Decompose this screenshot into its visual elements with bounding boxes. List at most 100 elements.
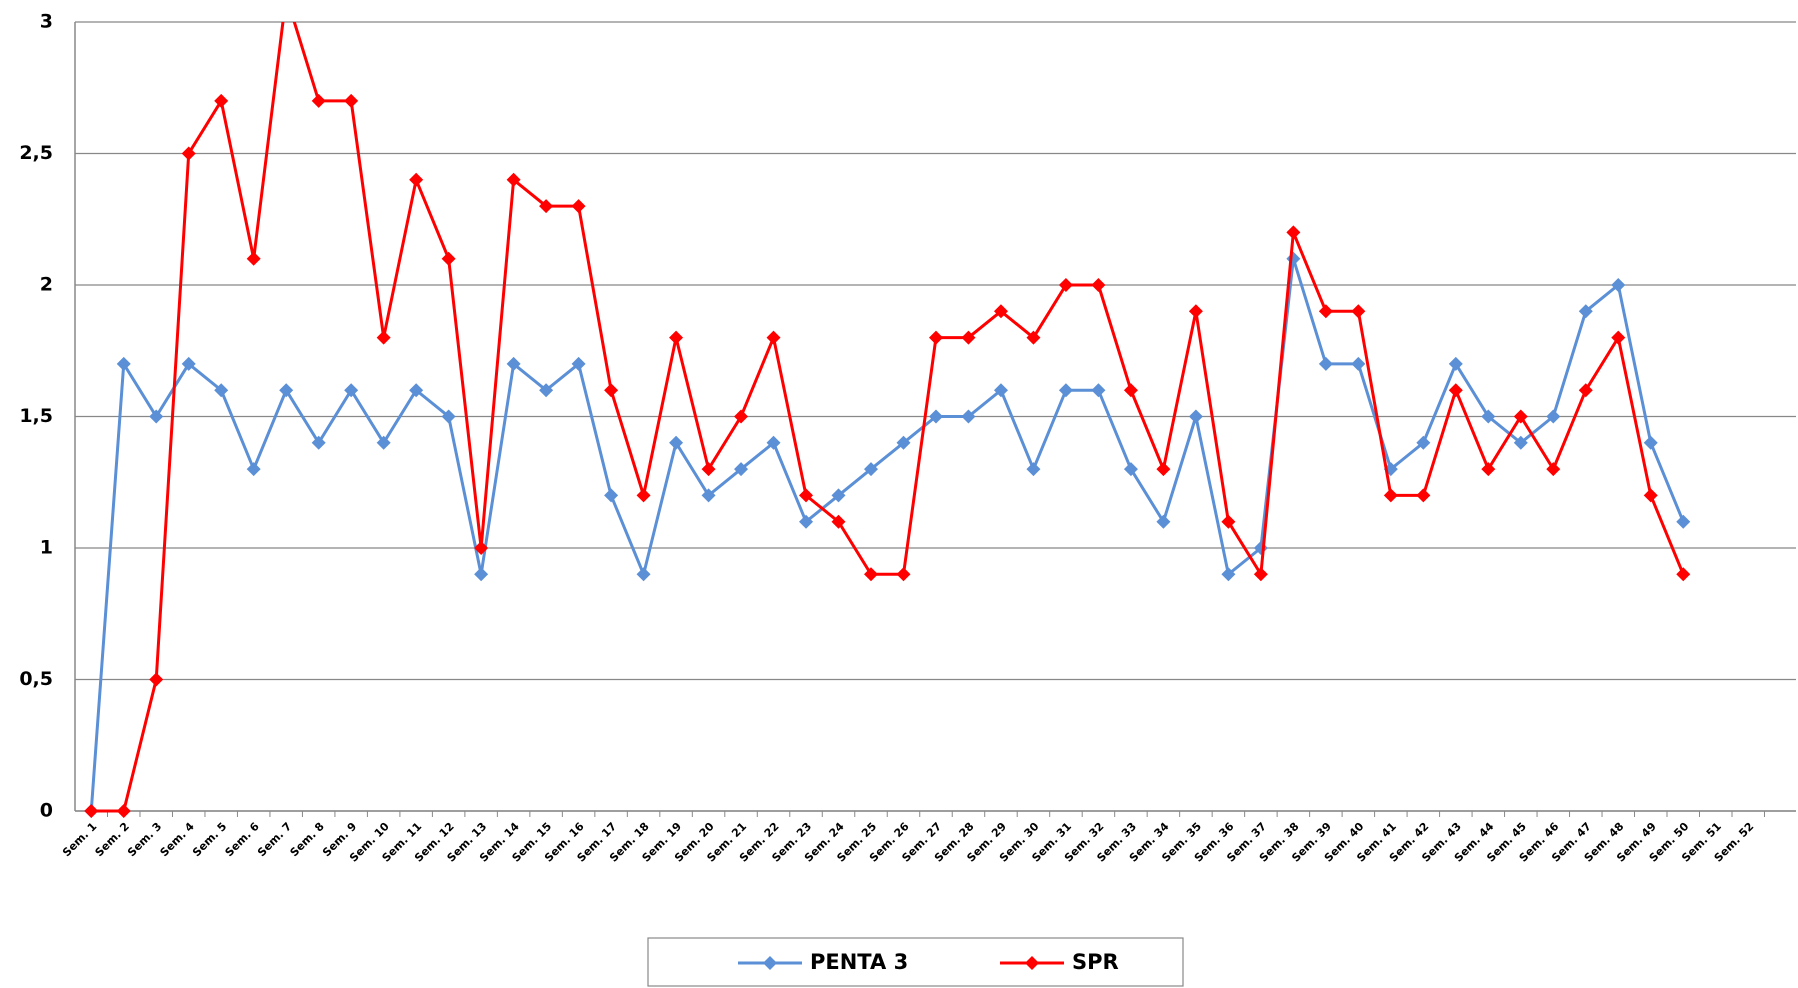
marker	[1643, 488, 1658, 503]
marker	[993, 304, 1008, 319]
marker	[1351, 304, 1366, 319]
marker	[734, 409, 749, 424]
marker	[1188, 409, 1203, 424]
marker	[1611, 330, 1626, 345]
marker	[1026, 330, 1041, 345]
marker	[896, 435, 911, 450]
marker	[1253, 567, 1268, 582]
marker	[766, 330, 781, 345]
y-tick-label: 0	[40, 800, 53, 822]
marker	[149, 672, 164, 687]
marker	[84, 804, 99, 818]
marker	[1481, 462, 1496, 477]
marker	[928, 330, 943, 345]
marker	[1156, 462, 1171, 477]
marker	[441, 251, 456, 266]
marker	[246, 251, 261, 266]
marker	[1481, 409, 1496, 424]
marker	[279, 383, 294, 398]
marker	[376, 330, 391, 345]
marker	[701, 488, 716, 503]
marker	[149, 409, 164, 424]
y-tick-label: 2	[40, 274, 53, 296]
marker	[506, 356, 521, 371]
marker	[993, 383, 1008, 398]
marker	[311, 93, 326, 108]
marker	[344, 383, 359, 398]
y-tick-label: 2,5	[19, 142, 53, 164]
series-line	[91, 22, 1685, 813]
x-tick-label: Sem. 1	[60, 820, 99, 859]
marker	[864, 567, 879, 582]
marker	[831, 514, 846, 529]
marker	[181, 356, 196, 371]
marker	[214, 383, 229, 398]
legend-marker	[1025, 956, 1039, 970]
marker	[116, 356, 131, 371]
marker	[1578, 383, 1593, 398]
marker	[604, 488, 619, 503]
marker	[831, 488, 846, 503]
marker	[734, 462, 749, 477]
marker	[1123, 383, 1138, 398]
legend-label: PENTA 3	[810, 950, 908, 974]
marker	[1058, 383, 1073, 398]
marker	[1513, 435, 1528, 450]
marker	[669, 330, 684, 345]
marker	[571, 199, 586, 214]
marker	[1123, 462, 1138, 477]
marker	[409, 383, 424, 398]
marker	[799, 514, 814, 529]
marker	[636, 567, 651, 582]
marker	[344, 93, 359, 108]
x-tick-label: Sem. 4	[158, 820, 197, 859]
y-tick-label: 3	[40, 11, 53, 33]
x-tick-label: Sem. 2	[93, 820, 132, 859]
marker	[539, 199, 554, 214]
plot-area	[84, 22, 1691, 818]
marker	[1026, 462, 1041, 477]
x-tick-label: Sem. 3	[125, 820, 164, 859]
marker	[116, 804, 131, 818]
legend-label: SPR	[1072, 950, 1119, 974]
marker	[1318, 356, 1333, 371]
x-tick-label: Sem. 5	[190, 820, 229, 859]
legend-marker	[763, 956, 777, 970]
marker	[1058, 278, 1073, 292]
marker	[1091, 383, 1106, 398]
marker	[474, 567, 489, 582]
marker	[1351, 356, 1366, 371]
marker	[1286, 251, 1301, 266]
marker	[376, 435, 391, 450]
marker	[1578, 304, 1593, 319]
marker	[766, 435, 781, 450]
marker	[961, 409, 976, 424]
marker	[1676, 514, 1691, 529]
marker	[1221, 514, 1236, 529]
series-line	[89, 258, 1685, 812]
x-tick-label: Sem. 7	[255, 820, 294, 859]
marker	[1676, 567, 1691, 582]
marker	[669, 435, 684, 450]
marker	[441, 409, 456, 424]
marker	[961, 330, 976, 345]
marker	[1156, 514, 1171, 529]
marker	[1448, 356, 1463, 371]
marker	[864, 462, 879, 477]
x-tick-label: Sem. 6	[223, 820, 262, 859]
marker	[1416, 488, 1431, 503]
legend-box	[647, 937, 1184, 987]
y-tick-label: 0,5	[19, 668, 53, 690]
marker	[1188, 304, 1203, 319]
marker	[571, 356, 586, 371]
y-tick-label: 1	[40, 537, 53, 559]
marker	[799, 488, 814, 503]
marker	[1286, 225, 1301, 240]
marker	[214, 93, 229, 108]
marker	[246, 462, 261, 477]
x-tick-label: Sem. 8	[288, 820, 327, 859]
marker	[636, 488, 651, 503]
marker	[1318, 304, 1333, 319]
marker	[1546, 462, 1561, 477]
